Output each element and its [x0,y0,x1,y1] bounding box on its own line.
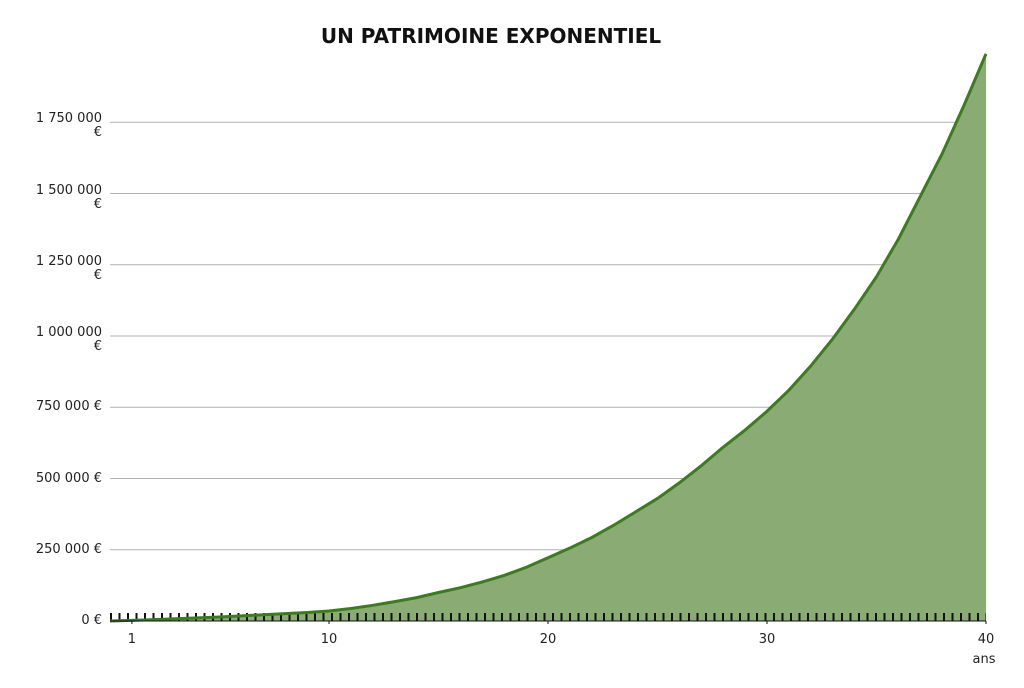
y-tick-label: 1 000 000 € [35,325,102,354]
x-tick-label: 40 [978,632,995,647]
x-axis-label: ans [973,652,996,667]
x-tick-label: 30 [759,632,776,647]
x-tick-label: 10 [321,632,338,647]
line [109,53,988,623]
area [110,53,986,622]
y-tick-label: 250 000 € [35,541,102,557]
chart-title: UN PATRIMOINE EXPONENTIEL [321,24,662,48]
y-tick-label: 750 000 € [35,399,102,415]
y-tick-label: 500 000 € [35,470,102,486]
y-tick-label: 0 € [81,613,102,628]
y-tick-label: 1 500 000 € [35,182,102,212]
y-tick-label: 1 250 000 € [35,253,102,283]
x-tick-label: 20 [540,632,557,647]
y-tick-label: 1 750 000 € [35,111,102,141]
x-tick-label: 1 [128,632,136,647]
